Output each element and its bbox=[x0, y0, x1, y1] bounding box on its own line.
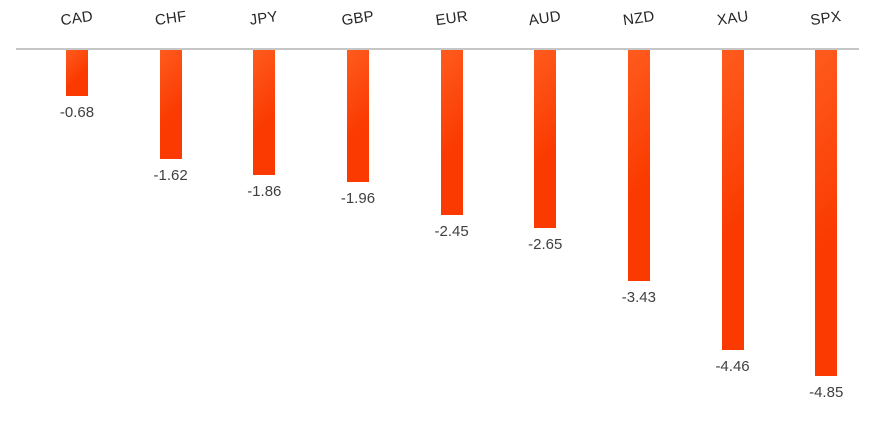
value-label: -0.68 bbox=[59, 103, 95, 121]
category-label: XAU bbox=[715, 7, 750, 30]
category-label: CAD bbox=[59, 7, 95, 30]
bar bbox=[627, 50, 650, 281]
value-label: -2.65 bbox=[528, 236, 563, 254]
bar bbox=[65, 50, 88, 96]
bar-column: SPX -4.85 bbox=[779, 0, 871, 425]
category-label: GBP bbox=[340, 7, 376, 30]
bar-column: JPY -1.86 bbox=[217, 0, 311, 425]
bar bbox=[440, 50, 463, 215]
bar bbox=[534, 50, 557, 229]
bar bbox=[815, 50, 838, 377]
value-label: -2.45 bbox=[434, 222, 469, 240]
value-label: -3.43 bbox=[621, 288, 656, 306]
value-label: -1.62 bbox=[153, 167, 188, 185]
bar-column: GBP -1.96 bbox=[311, 0, 405, 425]
category-label: JPY bbox=[249, 8, 280, 29]
category-label: SPX bbox=[809, 7, 843, 30]
bar-column: CAD -0.68 bbox=[30, 0, 124, 425]
value-label: -4.85 bbox=[809, 384, 844, 402]
value-label: -1.86 bbox=[247, 183, 282, 201]
x-axis-line bbox=[16, 48, 859, 50]
category-label: AUD bbox=[527, 7, 563, 30]
value-label: -4.46 bbox=[715, 358, 750, 376]
bar bbox=[346, 50, 369, 182]
bar-column: AUD -2.65 bbox=[498, 0, 592, 425]
bar-column: NZD -3.43 bbox=[592, 0, 686, 425]
bar bbox=[721, 50, 744, 351]
bar-column: EUR -2.45 bbox=[405, 0, 499, 425]
category-label: EUR bbox=[434, 7, 469, 30]
category-label: CHF bbox=[153, 7, 188, 30]
category-label: NZD bbox=[621, 7, 656, 30]
bar-column: CHF -1.62 bbox=[124, 0, 218, 425]
value-label: -1.96 bbox=[340, 189, 376, 207]
bar bbox=[253, 50, 276, 176]
bar-column: XAU -4.46 bbox=[686, 0, 780, 425]
bar bbox=[159, 50, 182, 160]
